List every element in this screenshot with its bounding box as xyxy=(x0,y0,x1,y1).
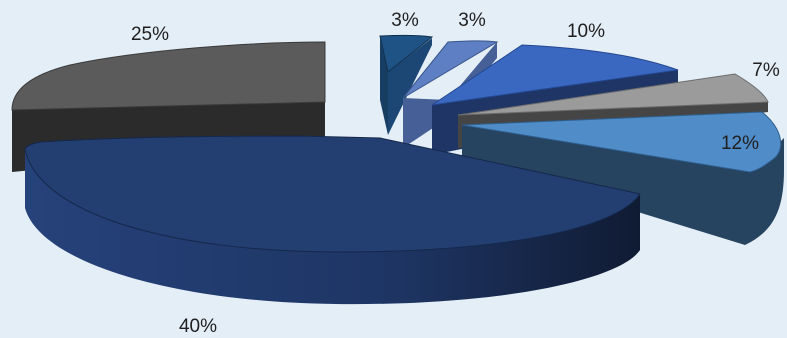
label-40: 40% xyxy=(179,316,217,337)
slice-40-top xyxy=(24,135,641,253)
slice-3a-top xyxy=(379,34,434,73)
slice-3a-side2 xyxy=(388,38,432,135)
label-7: 7% xyxy=(752,60,780,81)
slice-3a xyxy=(379,34,434,135)
slice-25-top xyxy=(11,41,326,111)
label-25: 25% xyxy=(131,24,169,45)
label-10: 10% xyxy=(567,21,605,42)
slice-12 xyxy=(461,111,784,245)
slice-3b xyxy=(402,40,499,148)
slice-12-side xyxy=(462,125,784,245)
label-12: 12% xyxy=(721,133,759,154)
slice-12-top xyxy=(461,111,782,173)
slice-7-top xyxy=(457,73,769,116)
slice-10-top xyxy=(431,44,679,106)
slice-3a-side xyxy=(380,38,388,135)
slice-40 xyxy=(24,135,641,305)
label-3b: 3% xyxy=(458,10,486,31)
label-3a: 3% xyxy=(391,10,419,31)
slice-40-side xyxy=(25,150,640,305)
slice-3b-side xyxy=(403,42,497,148)
slice-3b-top xyxy=(402,40,499,99)
